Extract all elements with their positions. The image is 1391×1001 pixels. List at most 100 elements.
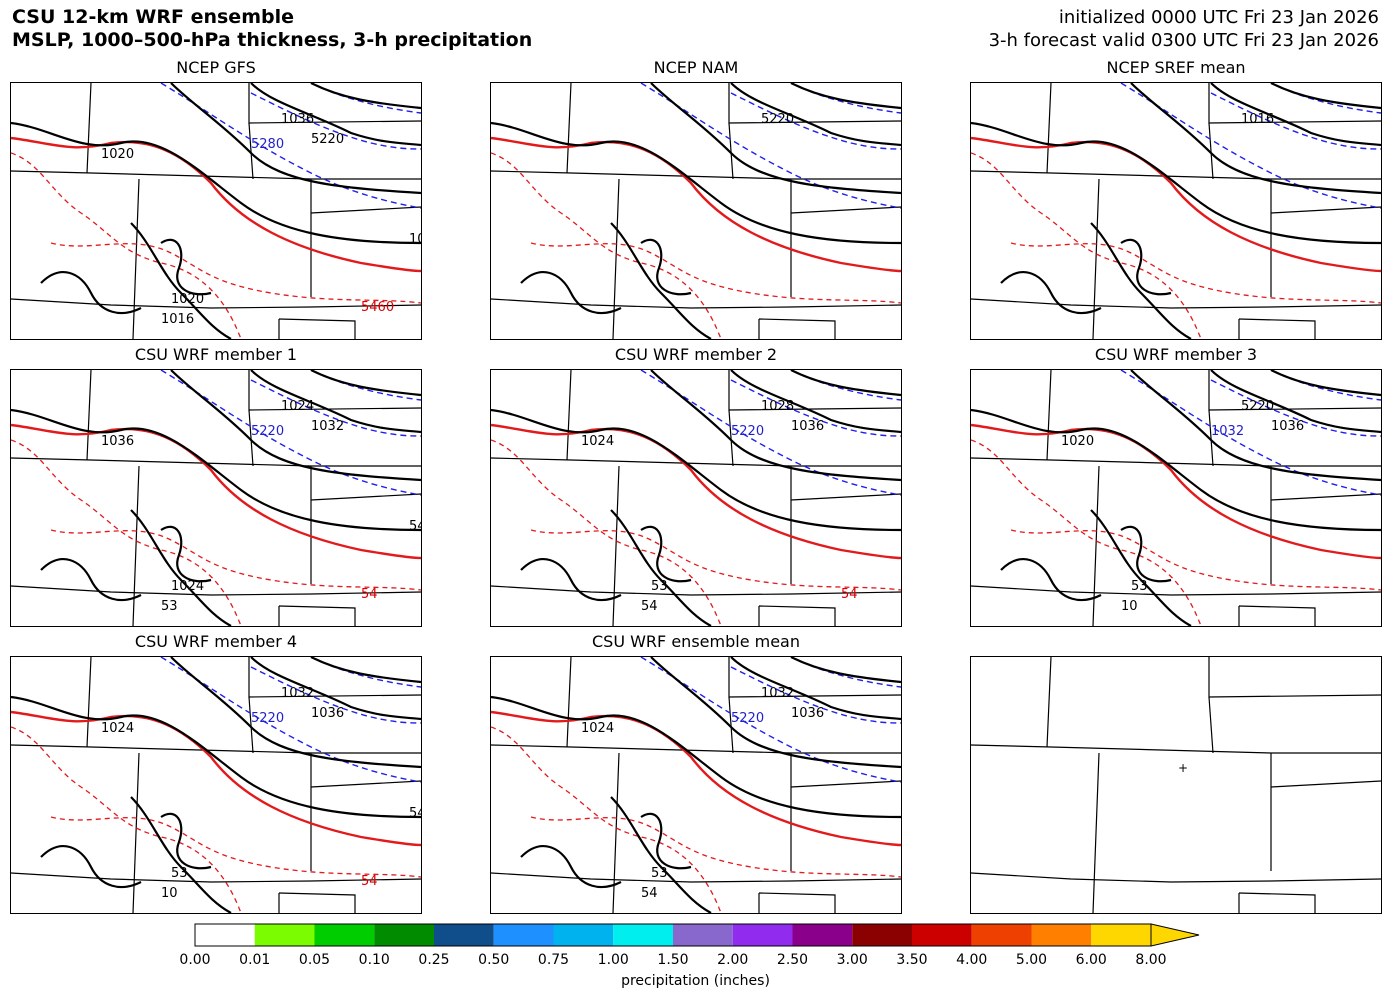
thickness-contour-red [11,726,242,913]
mslp-isobar [40,845,142,889]
colorbar-caption: precipitation (inches) [621,973,770,989]
contour-label: 1032 [761,686,794,701]
thickness-contour-blue [1210,92,1381,150]
colorbar-swatch-6 [553,924,614,946]
state-border [1238,892,1316,913]
thickness-contour-blue [1120,370,1381,496]
state-border [248,370,421,411]
mslp-isobar [730,83,901,147]
state-border [11,170,421,180]
mslp-isobar [790,657,901,684]
mslp-isobar [971,121,1381,245]
figure-title: CSU 12-km WRF ensemble MSLP, 1000–500-hP… [12,6,532,52]
state-border [728,370,901,411]
state-border [11,585,421,596]
contour-label: 1032 [1211,424,1244,439]
thickness-contour-red [50,816,421,878]
mslp-isobar [650,370,901,482]
mslp-isobar [730,657,901,721]
mslp-isobar [491,408,901,532]
map-panel-5: 1028 5220 1036 1024 53 54 54 [490,369,902,627]
state-border [86,657,92,748]
thickness-contour-blue [160,83,421,209]
colorbar-swatch-4 [434,924,494,946]
state-border [491,298,901,309]
mslp-isobar [250,657,421,721]
colorbar-swatch-10 [792,924,853,946]
mslp-isobar [40,271,142,315]
mslp-isobar [130,796,232,913]
thickness-contour-blue [640,83,901,209]
colorbar-tick-label: 0.75 [537,952,570,968]
contour-label: 1036 [791,419,824,434]
colorbar-tick-label: 0.25 [418,952,450,968]
state-border [1046,83,1052,174]
mslp-isobar [130,509,232,626]
thickness-5400-line [491,710,901,847]
state-border [278,605,356,626]
thickness-5400-line [11,423,421,560]
contour-label: 53 [651,579,668,594]
state-border [758,318,836,339]
contour-label: 10 [409,232,421,247]
contour-label: 10 [161,886,178,901]
thickness-contour-red [1010,529,1381,591]
thickness-contour-blue [790,657,901,688]
colorbar-tick-label: 2.00 [717,952,749,968]
thickness-contour-red [50,242,421,304]
state-border [728,122,734,180]
colorbar-swatch-9 [732,924,793,946]
state-border [790,206,901,214]
map-panel-8: 1032 5220 1036 1024 53 54 [490,656,902,914]
map-canvas-8: 1032 5220 1036 1024 53 54 [491,657,901,913]
contour-label: 1024 [171,579,204,594]
map-panel-9: + [970,656,1382,914]
contour-label: 1020 [171,292,204,307]
mslp-isobar [491,695,901,819]
state-border [310,206,421,214]
mslp-isobar [650,657,901,769]
colorbar-swatch-2 [314,924,375,946]
thickness-contour-red [11,439,242,626]
state-border [248,657,421,698]
state-border [758,605,836,626]
colorbar-swatch-8 [673,924,733,946]
state-border [1238,605,1316,626]
state-border [728,409,734,467]
thickness-contour-blue [1270,370,1381,401]
thickness-contour-red [971,152,1202,339]
state-border [1208,370,1381,411]
mslp-isobar [610,796,712,913]
state-border [971,585,1381,596]
valid-time: 3-h forecast valid 0300 UTC Fri 23 Jan 2… [988,30,1379,51]
thickness-contour-blue [790,83,901,114]
state-border [310,493,421,501]
colorbar-tick-label: 1.00 [597,952,629,968]
city-marker: + [1178,761,1188,775]
figure-title-line2: MSLP, 1000–500-hPa thickness, 3-h precip… [12,29,533,51]
colorbar-tick-label: 1.50 [657,952,689,968]
thickness-contour-blue [1210,379,1381,437]
map-panel-1: 1036 5280 5220 1020 1020 1016 5460 10 [10,82,422,340]
state-border [1208,409,1214,467]
state-border [1208,696,1214,754]
state-border [1208,657,1381,698]
mslp-isobar [310,370,421,397]
mslp-isobar [610,222,712,339]
state-border [790,780,901,788]
state-border [1208,83,1381,124]
thickness-contour-blue [1120,83,1381,209]
mslp-isobar [170,83,421,195]
contour-label: 5280 [251,137,284,152]
colorbar-swatch-13 [971,924,1032,946]
thickness-contour-red [491,439,722,626]
colorbar-swatch-14 [1031,924,1092,946]
contour-label: 1024 [101,721,134,736]
state-border [1092,178,1100,339]
state-border [971,298,1381,309]
state-border [132,178,140,339]
contour-label: 5220 [761,112,794,127]
colorbar-swatch-0 [195,924,255,946]
state-border [491,744,901,754]
state-border [491,585,901,596]
